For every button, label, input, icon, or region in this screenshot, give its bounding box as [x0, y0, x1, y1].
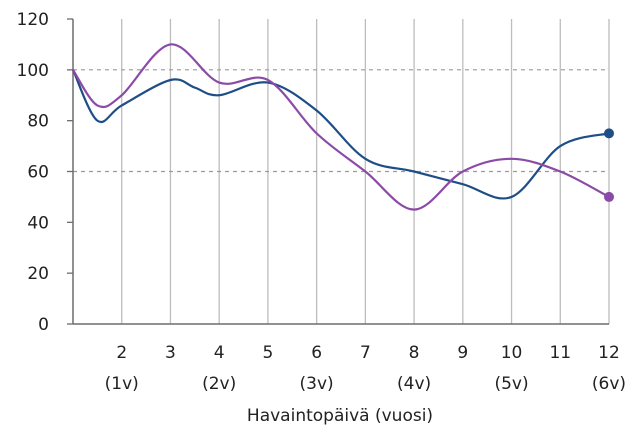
x-tick-sublabel: (1v) — [105, 374, 139, 394]
y-tick-label: 40 — [27, 213, 49, 233]
y-tick-label: 120 — [17, 10, 49, 30]
reference-lines — [73, 69, 609, 173]
series-end-marker-1 — [604, 128, 614, 139]
x-tick-label: 6 — [311, 343, 322, 363]
series-end-marker-2 — [604, 191, 614, 202]
x-tick-sublabel: (3v) — [300, 374, 334, 394]
x-tick-label: 7 — [360, 343, 371, 363]
y-tick-label: 0 — [38, 315, 49, 335]
y-tick-label: 80 — [27, 112, 49, 132]
x-tick-label: 8 — [409, 343, 420, 363]
x-tick-label: 12 — [598, 343, 620, 363]
x-tick-sublabel: (6v) — [592, 374, 626, 394]
x-axis-title: Havaintopäivä (vuosi) — [247, 406, 433, 426]
y-tick-label: 100 — [17, 61, 49, 81]
x-tick-labels: 2 (1v) 3 4 (2v) 5 6 (3v) 7 8 (4v) 9 10 (5v) 11 12 (6v) — [105, 343, 626, 394]
x-tick-label: 3 — [165, 343, 176, 363]
series-line-1 — [72, 69, 610, 200]
y-tick-label: 20 — [27, 264, 49, 284]
y-tick-label: 60 — [27, 163, 49, 183]
x-tick-label: 11 — [549, 343, 571, 363]
x-tick-label: 10 — [501, 343, 523, 363]
series-line-2 — [72, 43, 610, 211]
x-tick-label: 9 — [457, 343, 468, 363]
x-tick-sublabel: (2v) — [202, 374, 236, 394]
x-tick-sublabel: (4v) — [397, 374, 431, 394]
x-tick-label: 2 — [116, 343, 127, 363]
x-tick-label: 4 — [214, 343, 225, 363]
x-tick-label: 5 — [262, 343, 273, 363]
x-tick-sublabel: (5v) — [494, 374, 528, 394]
y-tick-labels: 0 20 40 60 80 100 120 — [17, 10, 49, 335]
series-lines — [72, 43, 614, 211]
